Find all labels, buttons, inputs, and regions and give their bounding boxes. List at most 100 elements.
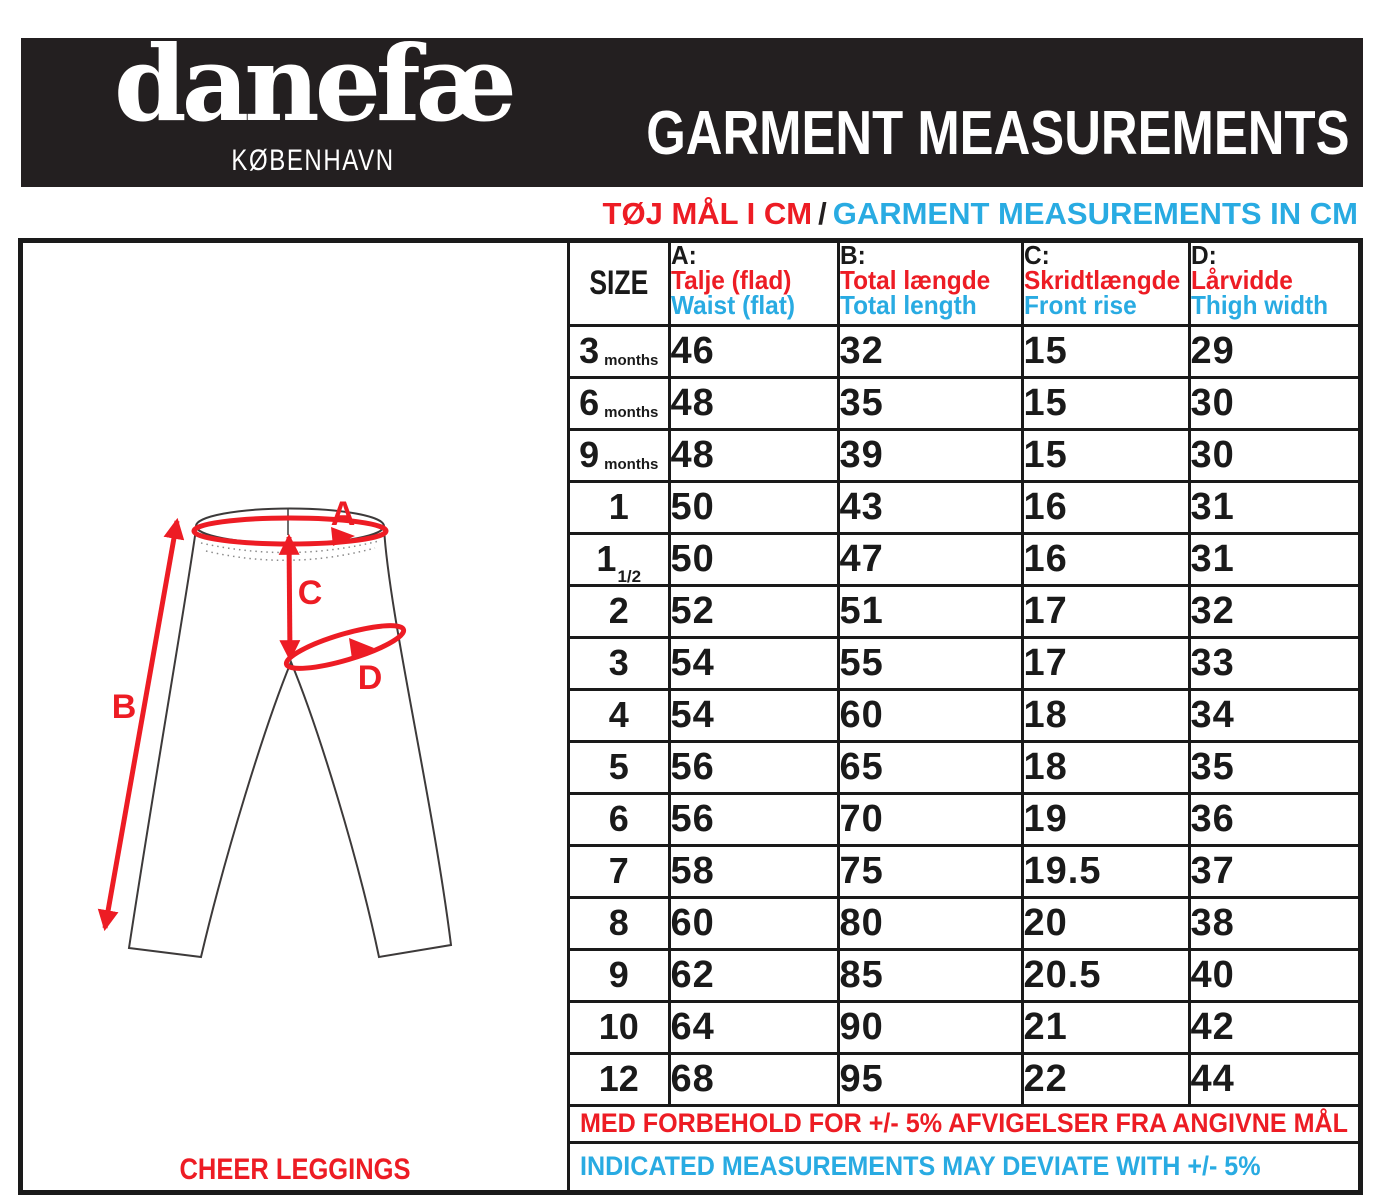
measurement-cell: 60: [667, 895, 840, 951]
measurement-cell: 34: [1187, 687, 1358, 743]
measurement-cell: 50: [667, 531, 840, 587]
label-d: D: [358, 659, 383, 697]
column-label-english: Front rise: [1023, 290, 1137, 320]
column-letter: D:: [1190, 240, 1217, 270]
measurement-cell: 20.5: [1020, 947, 1191, 1003]
measurement-cell: 46: [667, 323, 840, 379]
page-title: GARMENT MEASUREMENTS: [569, 98, 1359, 169]
measurement-cell: 56: [667, 739, 840, 795]
table-row: 4 54 60 18 34: [570, 687, 1358, 743]
measurement-cell: 16: [1020, 531, 1191, 587]
column-header-d: D: Lårvidde Thigh width: [1187, 240, 1358, 327]
table-row: 8 60 80 20 38: [570, 895, 1358, 951]
measurement-cell: 54: [667, 687, 840, 743]
column-header-c: C: Skridtlængde Front rise: [1020, 240, 1191, 327]
measurement-cell: 21: [1020, 999, 1191, 1055]
measurement-cell: 31: [1187, 479, 1358, 535]
thigh-arrowhead: [349, 638, 374, 659]
measurement-cell: 35: [1187, 739, 1358, 795]
measurement-cell: 29: [1187, 323, 1358, 379]
column-header-b: B: Total længde Total length: [836, 240, 1024, 327]
size-cell: 2: [570, 583, 671, 639]
measurement-cell: 37: [1187, 843, 1358, 899]
size-number: 10: [598, 1006, 639, 1047]
measurement-labels: A B C D: [112, 495, 383, 726]
column-letter: B:: [839, 240, 866, 270]
measurement-cell: 47: [836, 531, 1024, 587]
measurement-cell: 18: [1020, 687, 1191, 743]
waist-arrowhead: [331, 527, 355, 546]
measurement-cell: 30: [1187, 375, 1358, 431]
diagram-panel: A B C D CHEER LEGGINGS: [23, 243, 570, 1190]
measurement-cell: 43: [836, 479, 1024, 535]
note-danish: MED FORBEHOLD FOR +/- 5% AFVIGELSER FRA …: [580, 1108, 1348, 1138]
measurement-cell: 32: [1187, 583, 1358, 639]
measurement-cell: 62: [667, 947, 840, 1003]
size-cell: 12: [570, 1051, 671, 1107]
measurement-arrows: [97, 515, 407, 932]
measurement-cell: 64: [667, 999, 840, 1055]
table-row: 9 62 85 20.5 40: [570, 947, 1358, 1003]
column-label-english: Thigh width: [1190, 290, 1328, 320]
table-row: 12 68 95 22 44: [570, 1051, 1358, 1107]
measurement-cell: 35: [836, 375, 1024, 431]
size-table-notes: MED FORBEHOLD FOR +/- 5% AFVIGELSER FRA …: [570, 1103, 1358, 1190]
size-cell: 3 months: [570, 323, 671, 379]
measurement-cell: 85: [836, 947, 1024, 1003]
measurement-cell: 38: [1187, 895, 1358, 951]
note-row-english: INDICATED MEASUREMENTS MAY DEVIATE WITH …: [570, 1140, 1358, 1190]
measurement-cell: 15: [1020, 323, 1191, 379]
size-number: 8: [608, 902, 629, 943]
note-english: INDICATED MEASUREMENTS MAY DEVIATE WITH …: [580, 1151, 1261, 1182]
measurement-cell: 48: [667, 427, 840, 483]
size-number: 12: [598, 1058, 639, 1099]
size-table-body: 3 months 46 32 15 29 6 months 48 35 15 30 9 months 48 3…: [570, 323, 1358, 1107]
size-cell: 1: [570, 479, 671, 535]
measurement-cell: 55: [836, 635, 1024, 691]
size-suffix: 1/2: [617, 567, 642, 586]
column-header-a: A: Talje (flad) Waist (flat): [667, 242, 840, 327]
measurement-cell: 68: [667, 1051, 840, 1107]
label-a: A: [331, 495, 356, 533]
label-c: C: [298, 574, 323, 612]
table-header-row: SIZE A: Talje (flad) Waist (flat) B: Tot…: [570, 240, 1358, 327]
length-measure-arrow: [97, 517, 185, 932]
size-number: 5: [608, 746, 629, 787]
table-row: 6 months 48 35 15 30: [570, 375, 1358, 431]
measurement-cell: 32: [836, 323, 1024, 379]
measurement-cell: 56: [667, 791, 840, 847]
column-letter: C:: [1023, 240, 1050, 270]
rise-measure-arrow: [278, 533, 301, 662]
measurement-cell: 40: [1187, 947, 1358, 1003]
measurement-cell: 75: [836, 843, 1024, 899]
thigh-measure-ellipse: [283, 623, 407, 671]
size-cell: 9 months: [570, 427, 671, 483]
measurement-cell: 52: [667, 583, 840, 639]
size-cell: 8: [570, 895, 671, 951]
size-suffix: months: [604, 456, 659, 473]
measurement-cell: 16: [1020, 479, 1191, 535]
size-suffix: months: [604, 352, 659, 369]
brand-logo-text: danefæ: [113, 22, 517, 145]
table-row: 2 52 51 17 32: [570, 583, 1358, 639]
size-cell: 5: [570, 739, 671, 795]
measurement-cell: 60: [836, 687, 1024, 743]
size-cell: 6 months: [570, 375, 671, 431]
measurement-cell: 30: [1187, 427, 1358, 483]
table-row: 10 64 90 21 42: [570, 999, 1358, 1055]
product-name: CHEER LEGGINGS: [179, 1153, 411, 1186]
column-label-english: Waist (flat): [670, 290, 795, 320]
measurement-cell: 80: [836, 895, 1024, 951]
brand-logo: danefæ KØBENHAVN: [101, 22, 525, 187]
size-column-header: SIZE: [570, 243, 671, 327]
size-number: 2: [608, 590, 629, 631]
measurement-cell: 65: [836, 739, 1024, 795]
table-row: 6 56 70 19 36: [570, 791, 1358, 847]
subtitle: TØJ MÅL I CM / GARMENT MEASUREMENTS IN CM: [603, 196, 1358, 232]
measurement-cell: 54: [667, 635, 840, 691]
note-row-danish: MED FORBEHOLD FOR +/- 5% AFVIGELSER FRA …: [570, 1103, 1358, 1144]
subtitle-english: GARMENT MEASUREMENTS IN CM: [832, 196, 1358, 231]
subtitle-separator: /: [818, 196, 827, 231]
size-number: 3: [579, 330, 600, 371]
measurement-cell: 18: [1020, 739, 1191, 795]
